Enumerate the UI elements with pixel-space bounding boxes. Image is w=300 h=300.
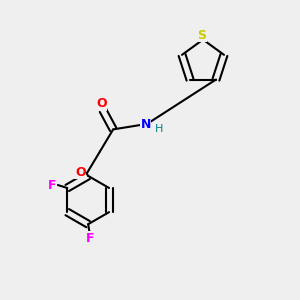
Text: F: F <box>85 232 94 245</box>
Text: S: S <box>197 29 206 42</box>
Text: O: O <box>75 166 86 178</box>
Text: N: N <box>140 118 151 131</box>
Text: H: H <box>154 124 163 134</box>
Text: O: O <box>96 97 107 110</box>
Text: F: F <box>48 178 57 191</box>
